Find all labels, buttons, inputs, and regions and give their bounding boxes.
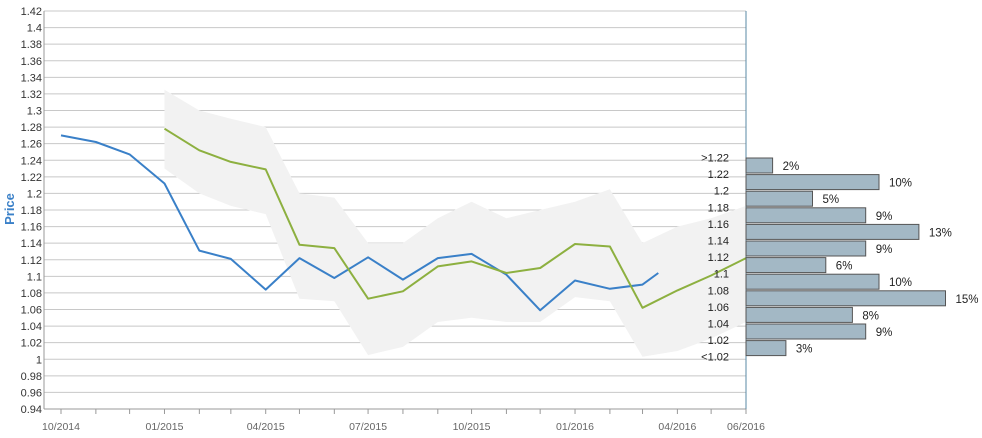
distribution-bars: >1.22 2% 1.22 10% 1.2 5% 1.18 9% 1.16 13% 1.14 9% 1.… bbox=[701, 153, 978, 364]
x-tick-label: 01/2015 bbox=[145, 421, 183, 433]
y-tick-label: 1.22 bbox=[21, 172, 42, 184]
distribution-bar bbox=[745, 273, 880, 290]
distribution-bin-label: 1.18 bbox=[708, 202, 729, 214]
distribution-pct-label: 2% bbox=[783, 161, 800, 173]
y-tick-label: 1.34 bbox=[21, 72, 42, 84]
y-tick-label: 1.2 bbox=[27, 188, 42, 200]
y-tick-label: 1.36 bbox=[21, 56, 42, 68]
y-tick-label: 1.26 bbox=[21, 139, 42, 151]
distribution-bin-label: 1.06 bbox=[708, 302, 729, 314]
series-line-2 bbox=[163, 127, 747, 309]
distribution-bin-label: 1.12 bbox=[708, 252, 729, 264]
gridlines bbox=[44, 10, 746, 410]
distribution-pct-label: 9% bbox=[876, 211, 893, 223]
distribution-bin-label: 1.08 bbox=[708, 285, 729, 297]
distribution-pct-label: 15% bbox=[956, 294, 979, 306]
x-tick-label: 01/2016 bbox=[556, 421, 594, 433]
y-tick-label: 0.94 bbox=[21, 404, 42, 416]
y-tick-label: 1.32 bbox=[21, 89, 42, 101]
y-tick-label: 1.04 bbox=[21, 321, 42, 333]
y-tick-label: 0.96 bbox=[21, 387, 42, 399]
distribution-bar bbox=[745, 207, 867, 224]
distribution-bar bbox=[745, 223, 920, 240]
x-tick-label: 04/2015 bbox=[247, 421, 285, 433]
y-tick-label: 1.16 bbox=[21, 222, 42, 234]
y-tick-labels: 0.94 0.96 0.98 1 1.02 1.04 1.06 1.08 1.1 1.12 1.14… bbox=[21, 6, 42, 416]
forecast-band bbox=[164, 89, 747, 357]
y-axis-label: Price bbox=[2, 193, 17, 225]
distribution-pct-label: 9% bbox=[876, 327, 893, 339]
forecast-band-area bbox=[164, 89, 747, 357]
y-tick-label: 1.38 bbox=[21, 39, 42, 51]
distribution-bin-label: 1.16 bbox=[708, 219, 729, 231]
distribution-bin-label: <1.02 bbox=[701, 352, 729, 364]
y-tick-label: 1.06 bbox=[21, 305, 42, 317]
x-tick-label: 06/2016 bbox=[727, 421, 765, 433]
distribution-bar bbox=[745, 290, 946, 307]
y-tick-label: 1.1 bbox=[27, 271, 42, 283]
x-tick-label: 10/2015 bbox=[453, 421, 491, 433]
distribution-bar bbox=[745, 306, 853, 323]
y-tick-label: 1.02 bbox=[21, 338, 42, 350]
x-tick-label: 04/2016 bbox=[658, 421, 696, 433]
distribution-pct-label: 5% bbox=[823, 194, 840, 206]
distribution-bin-label: 1.2 bbox=[714, 186, 729, 198]
distribution-bar bbox=[745, 157, 774, 174]
y-tick-label: 1.42 bbox=[21, 6, 42, 18]
series-line-1 bbox=[60, 134, 659, 312]
distribution-bar bbox=[745, 190, 813, 207]
distribution-bin-label: 1.22 bbox=[708, 169, 729, 181]
distribution-pct-label: 10% bbox=[889, 178, 912, 190]
distribution-pct-label: 8% bbox=[862, 310, 879, 322]
x-tick-label: 10/2014 bbox=[42, 421, 80, 433]
y-tick-label: 1.4 bbox=[27, 23, 42, 35]
distribution-bin-label: >1.22 bbox=[701, 153, 729, 165]
distribution-bar bbox=[745, 240, 867, 257]
distribution-pct-label: 3% bbox=[796, 344, 813, 356]
distribution-bin-label: 1.14 bbox=[708, 236, 729, 248]
distribution-pct-label: 13% bbox=[929, 227, 952, 239]
distribution-bar bbox=[745, 323, 867, 340]
y-tick-label: 1 bbox=[36, 354, 42, 366]
distribution-bin-label: 1.1 bbox=[714, 269, 729, 281]
distribution-bin-label: 1.02 bbox=[708, 335, 729, 347]
distribution-bar bbox=[745, 257, 827, 274]
distribution-bar bbox=[745, 174, 880, 191]
y-tick-label: 1.28 bbox=[21, 122, 42, 134]
y-tick-label: 1.12 bbox=[21, 255, 42, 267]
x-tick-labels: 10/2014 01/2015 04/2015 07/2015 10/2015 01/20… bbox=[42, 409, 765, 433]
distribution-pct-label: 9% bbox=[876, 244, 893, 256]
y-tick-label: 1.24 bbox=[21, 155, 42, 167]
distribution-pct-label: 10% bbox=[889, 277, 912, 289]
y-tick-label: 1.14 bbox=[21, 238, 42, 250]
y-tick-label: 1.08 bbox=[21, 288, 42, 300]
y-tick-label: 1.3 bbox=[27, 106, 42, 118]
series-lines bbox=[60, 127, 747, 312]
distribution-bin-label: 1.04 bbox=[708, 319, 729, 331]
x-tick-label: 07/2015 bbox=[349, 421, 387, 433]
y-tick-label: 1.18 bbox=[21, 205, 42, 217]
distribution-pct-label: 6% bbox=[836, 261, 853, 273]
distribution-bar bbox=[745, 340, 787, 357]
y-tick-label: 0.98 bbox=[21, 371, 42, 383]
